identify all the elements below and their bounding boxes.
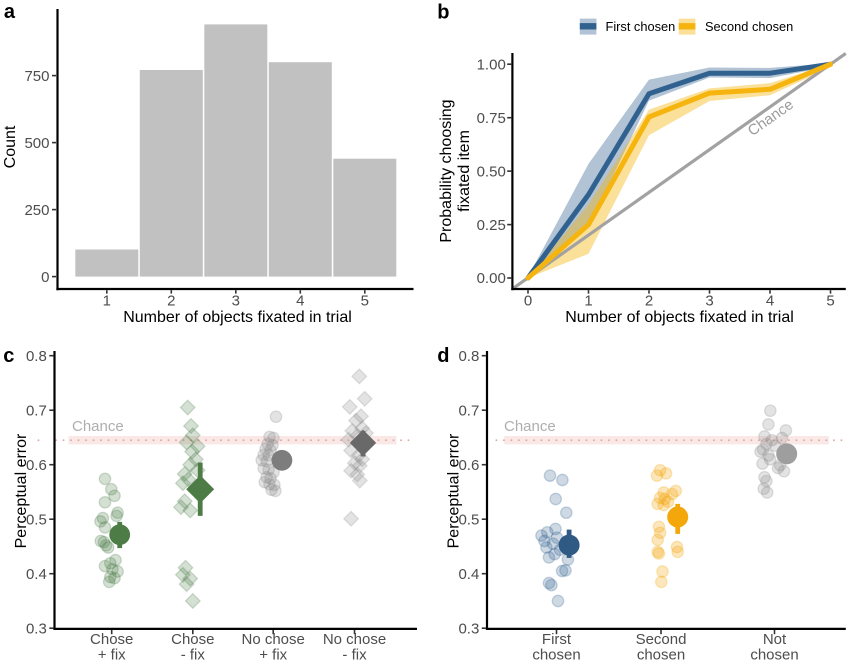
svg-text:Chose: Chose [90,631,133,648]
svg-text:fixated item: fixated item [456,130,473,212]
svg-text:0.8: 0.8 [458,348,479,365]
svg-text:0.7: 0.7 [458,402,479,419]
svg-text:Count: Count [2,125,19,168]
svg-text:0.8: 0.8 [26,348,47,365]
svg-text:First chosen: First chosen [606,19,676,34]
svg-text:No chose: No chose [242,631,305,648]
svg-text:d: d [437,345,449,367]
svg-text:0.50: 0.50 [477,163,506,180]
svg-text:1: 1 [103,293,111,310]
svg-text:0.6: 0.6 [26,457,47,474]
svg-text:0.3: 0.3 [458,620,479,637]
svg-text:a: a [4,1,16,23]
svg-text:- fix: - fix [181,647,206,664]
svg-text:Perceptual error: Perceptual error [446,433,463,548]
svg-text:Probability choosing: Probability choosing [438,99,455,242]
svg-text:Number of objects fixated in t: Number of objects fixated in trial [123,309,352,326]
svg-text:2: 2 [167,293,175,310]
svg-text:0.25: 0.25 [477,217,506,234]
svg-text:0.4: 0.4 [26,566,47,583]
svg-text:0.75: 0.75 [477,110,506,127]
svg-text:3: 3 [705,293,713,310]
svg-text:5: 5 [826,293,834,310]
svg-text:Number of objects fixated in t: Number of objects fixated in trial [565,309,794,326]
svg-text:+ fix: + fix [259,647,287,664]
svg-text:0.6: 0.6 [458,457,479,474]
svg-text:Chance: Chance [72,418,124,435]
svg-text:0.00: 0.00 [477,270,506,287]
svg-text:Second: Second [636,631,687,648]
svg-text:First: First [542,631,572,648]
svg-text:chosen: chosen [637,647,685,664]
svg-text:4: 4 [766,293,774,310]
svg-text:Not: Not [763,631,787,648]
svg-text:0: 0 [41,269,49,286]
svg-text:4: 4 [296,293,304,310]
svg-text:0.5: 0.5 [26,511,47,528]
svg-text:No chose: No chose [323,631,386,648]
svg-text:250: 250 [24,202,49,219]
svg-text:0.7: 0.7 [26,402,47,419]
svg-text:5: 5 [361,293,369,310]
svg-text:1: 1 [584,293,592,310]
svg-text:3: 3 [232,293,240,310]
svg-text:Second chosen: Second chosen [705,19,793,34]
svg-text:Chance: Chance [504,418,556,435]
svg-text:2: 2 [645,293,653,310]
svg-text:0.3: 0.3 [26,620,47,637]
svg-text:- fix: - fix [342,647,367,664]
svg-text:Perceptual error: Perceptual error [13,433,30,548]
svg-text:+ fix: + fix [98,647,126,664]
svg-text:c: c [3,345,14,367]
svg-text:750: 750 [24,68,49,85]
svg-text:500: 500 [24,135,49,152]
svg-text:0.5: 0.5 [458,511,479,528]
svg-text:Chose: Chose [171,631,214,648]
svg-text:0: 0 [524,293,532,310]
svg-text:chosen: chosen [532,647,580,664]
svg-text:chosen: chosen [750,647,798,664]
svg-text:1.00: 1.00 [477,57,506,74]
svg-text:b: b [437,2,449,24]
svg-text:0.4: 0.4 [458,566,479,583]
